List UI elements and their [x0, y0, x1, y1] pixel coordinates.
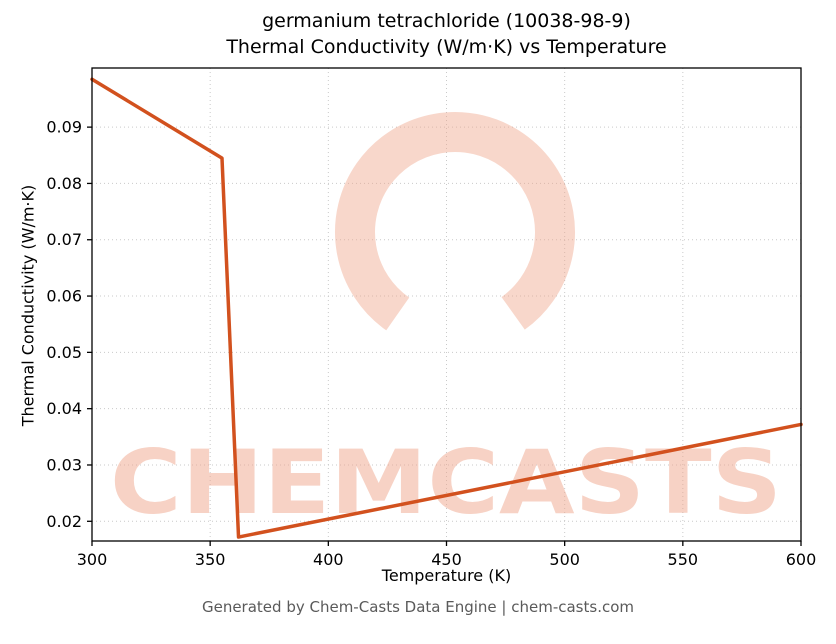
- watermark-text: CHEMCASTS: [110, 431, 782, 534]
- y-tick-label: 0.08: [46, 174, 82, 193]
- y-tick-label: 0.04: [46, 399, 82, 418]
- chart-title-line1: germanium tetrachloride (10038-98-9): [262, 10, 631, 32]
- footer-credit: Generated by Chem-Casts Data Engine | ch…: [201, 598, 635, 616]
- data-line-thermal-conductivity: [90, 77, 803, 539]
- chart-title-line2: Thermal Conductivity (W/m·K) vs Temperat…: [226, 36, 667, 58]
- y-tick-label: 0.07: [46, 230, 82, 249]
- y-tick-label: 0.05: [46, 343, 82, 362]
- y-tick-label: 0.03: [46, 455, 82, 474]
- x-tick-label: 400: [313, 550, 344, 569]
- chart-title: germanium tetrachloride (10038-98-9) The…: [92, 8, 801, 60]
- x-tick-label: 550: [668, 550, 699, 569]
- x-axis-label: Temperature (K): [381, 566, 512, 585]
- y-tick-label: 0.09: [46, 118, 82, 137]
- x-tick-label: 500: [549, 550, 580, 569]
- watermark-logo-icon: [335, 112, 575, 352]
- y-tick-label: 0.02: [46, 512, 82, 531]
- x-tick-label: 450: [431, 550, 462, 569]
- x-tick-label: 350: [195, 550, 226, 569]
- x-tick-label: 300: [77, 550, 108, 569]
- y-tick-label: 0.06: [46, 287, 82, 306]
- x-tick-label: 600: [786, 550, 817, 569]
